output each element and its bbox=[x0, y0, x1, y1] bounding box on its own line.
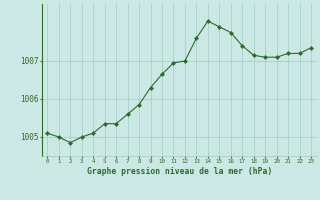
X-axis label: Graphe pression niveau de la mer (hPa): Graphe pression niveau de la mer (hPa) bbox=[87, 167, 272, 176]
